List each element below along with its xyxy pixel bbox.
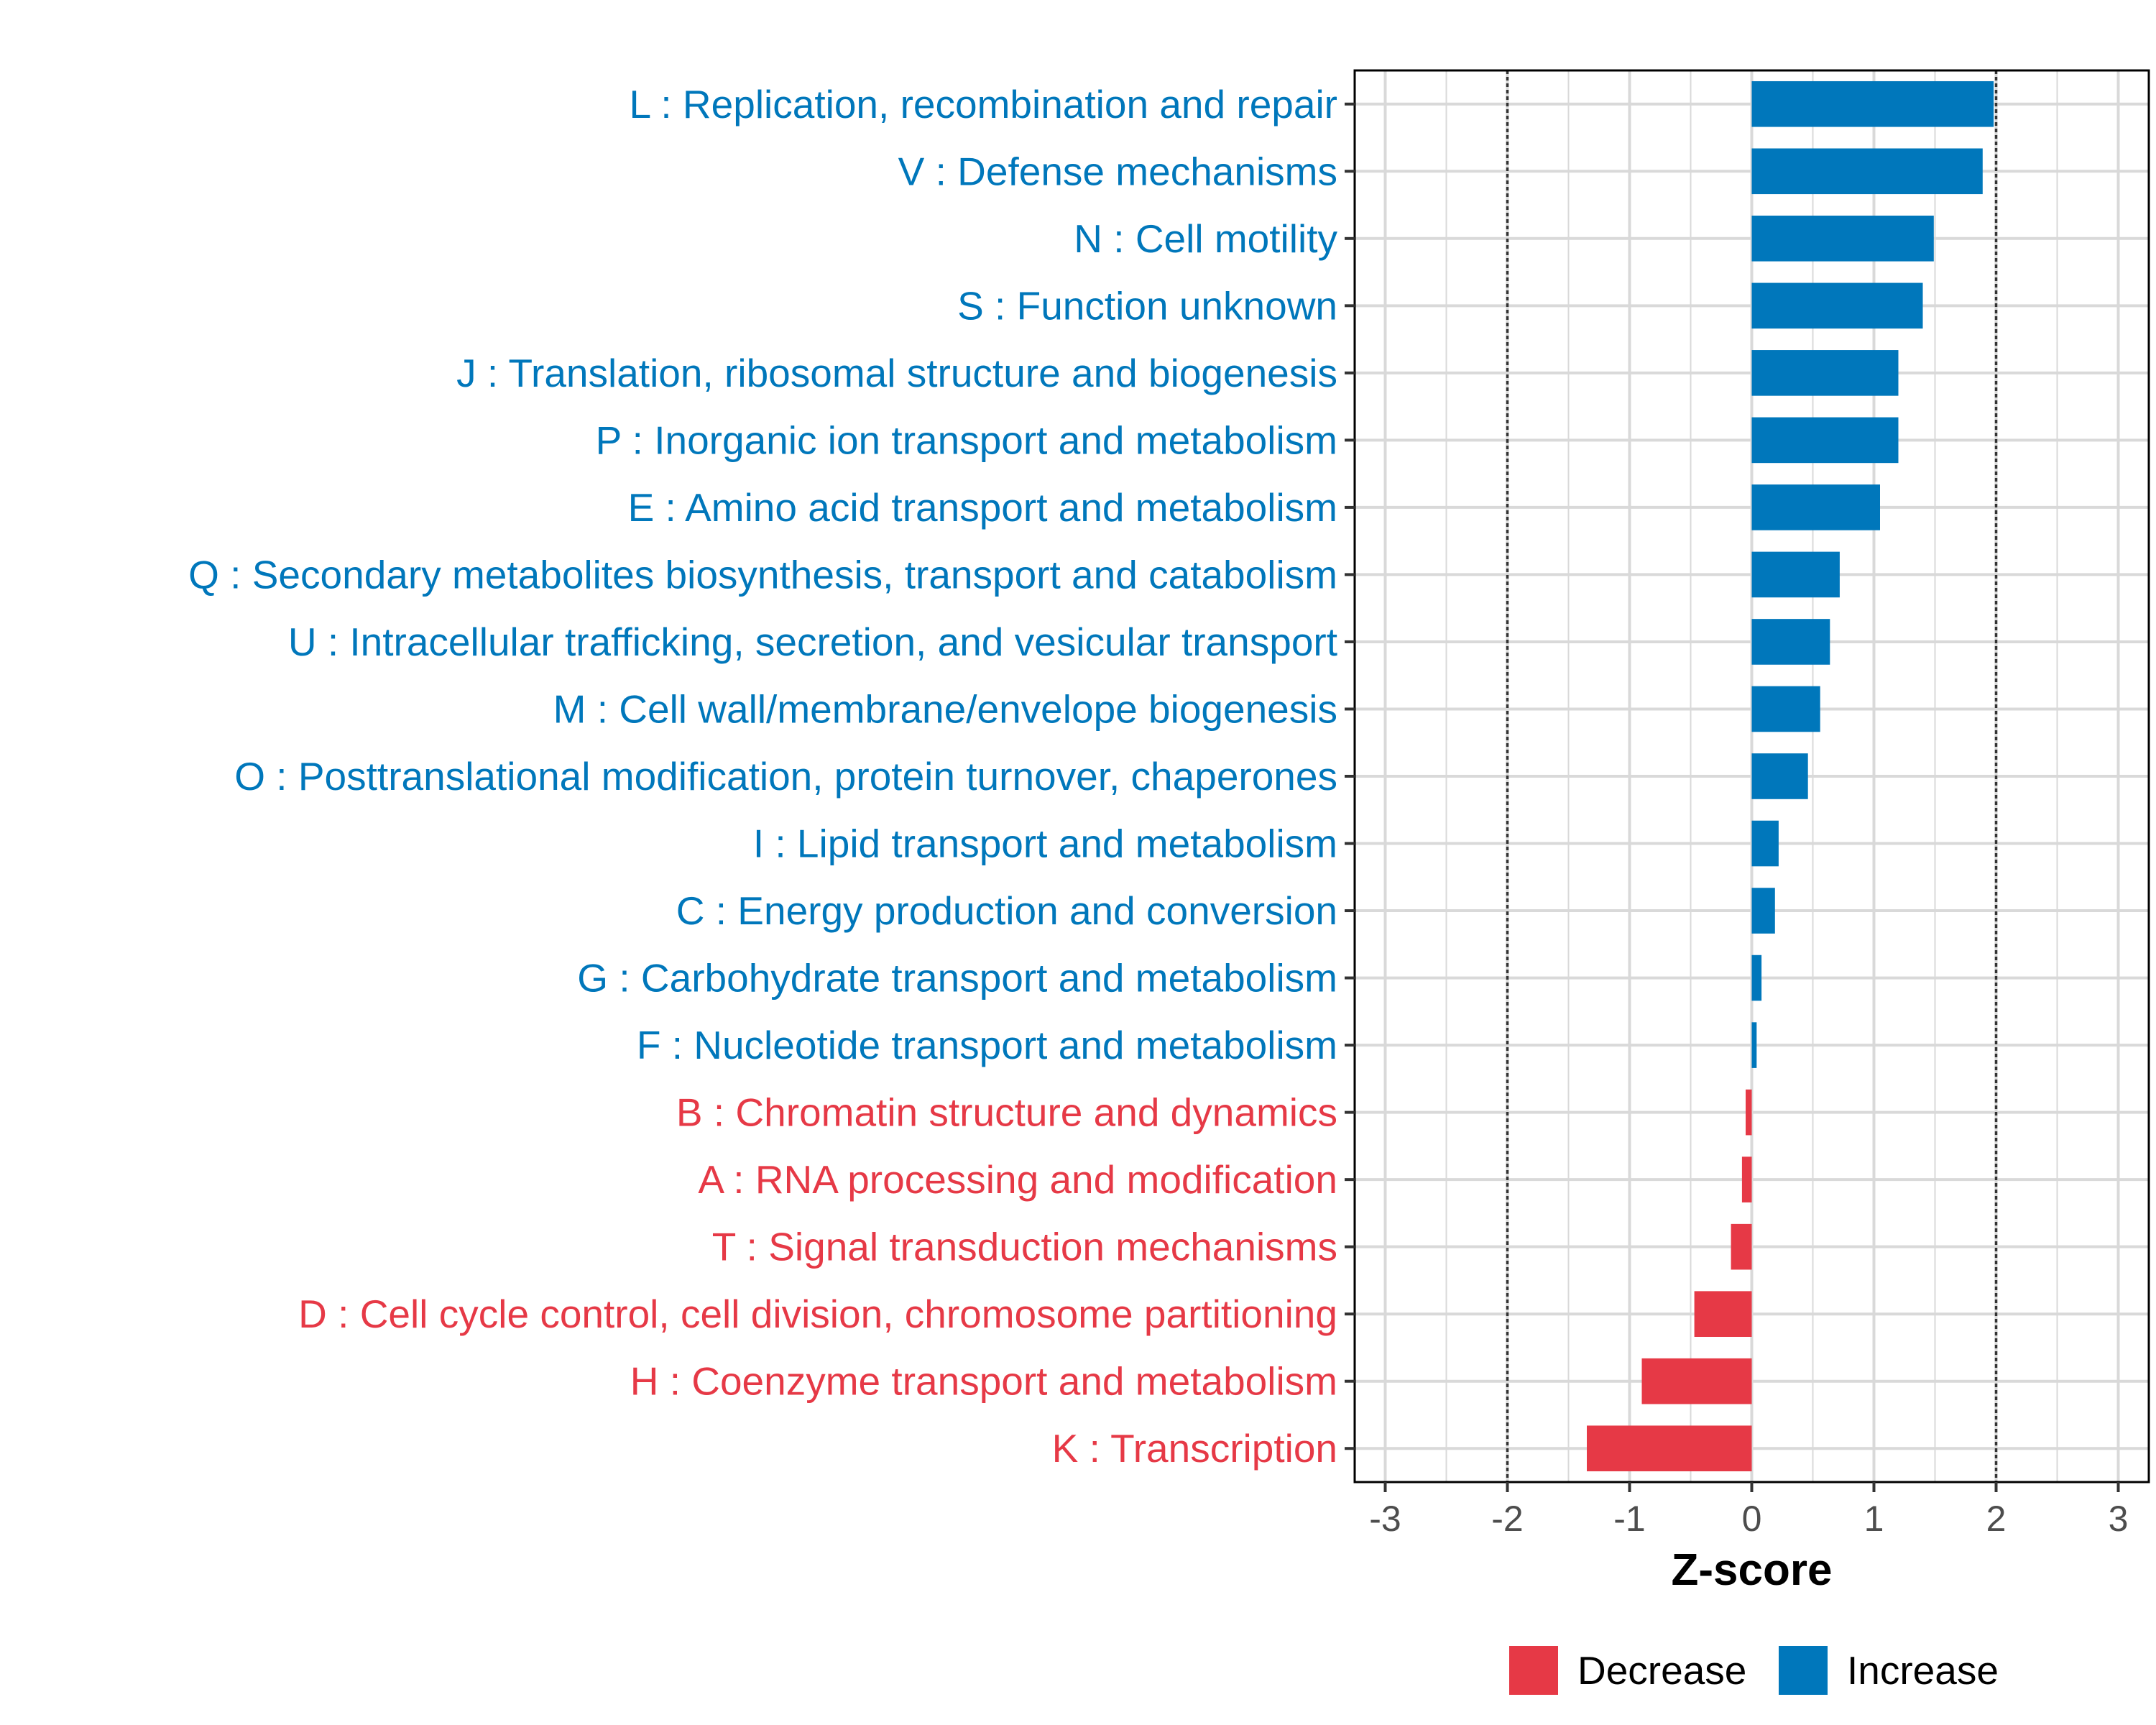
x-axis-ticks	[1383, 1482, 2120, 1492]
bar	[1641, 1358, 1752, 1404]
category-label: O : Posttranslational modification, prot…	[234, 754, 1337, 799]
legend-swatch-increase	[1779, 1646, 1828, 1695]
category-label: M : Cell wall/membrane/envelope biogenes…	[553, 686, 1337, 731]
category-label: P : Inorganic ion transport and metaboli…	[596, 418, 1337, 462]
category-label: B : Chromatin structure and dynamics	[676, 1090, 1337, 1135]
category-label: V : Defense mechanisms	[898, 149, 1337, 193]
bar	[1751, 686, 1820, 732]
bar	[1751, 954, 1762, 1001]
x-axis-title: Z-score	[1672, 1545, 1833, 1595]
bars	[1587, 80, 1994, 1472]
bar	[1587, 1425, 1752, 1472]
bar	[1751, 80, 1994, 127]
category-label: I : Lipid transport and metabolism	[753, 822, 1337, 866]
category-label: F : Nucleotide transport and metabolism	[637, 1023, 1337, 1067]
category-label: E : Amino acid transport and metabolism	[628, 485, 1337, 530]
bar	[1751, 753, 1808, 799]
category-label: L : Replication, recombination and repai…	[630, 82, 1337, 126]
category-label: A : RNA processing and modification	[698, 1157, 1337, 1202]
category-label: J : Translation, ribosomal structure and…	[456, 351, 1337, 395]
legend: Decrease Increase	[1509, 1646, 1999, 1695]
x-tick-label: -2	[1491, 1499, 1523, 1539]
category-label: G : Carbohydrate transport and metabolis…	[577, 956, 1337, 1000]
bar	[1751, 551, 1840, 598]
legend-label-increase: Increase	[1847, 1648, 1999, 1693]
category-label: K : Transcription	[1052, 1426, 1337, 1471]
category-label: S : Function unknown	[957, 283, 1337, 328]
x-tick-label: 2	[1986, 1499, 2007, 1539]
threshold-lines	[1506, 70, 1998, 1482]
bar	[1751, 148, 1983, 195]
category-label: H : Coenzyme transport and metabolism	[630, 1359, 1337, 1404]
bar	[1751, 282, 1923, 329]
bar	[1751, 484, 1880, 530]
bar	[1751, 417, 1899, 464]
y-axis-ticks	[1345, 102, 1355, 1450]
bar	[1751, 888, 1775, 934]
bar	[1751, 820, 1779, 867]
category-label: D : Cell cycle control, cell division, c…	[298, 1292, 1337, 1336]
x-tick-label: -1	[1613, 1499, 1645, 1539]
category-label: Q : Secondary metabolites biosynthesis, …	[188, 552, 1337, 597]
legend-swatch-decrease	[1509, 1646, 1558, 1695]
category-label: U : Intracellular trafficking, secretion…	[288, 620, 1337, 664]
x-tick-label: 3	[2109, 1499, 2129, 1539]
bar	[1694, 1291, 1752, 1337]
bar	[1746, 1089, 1752, 1136]
bar	[1751, 1022, 1757, 1068]
category-label: T : Signal transduction mechanisms	[712, 1225, 1337, 1269]
bar	[1731, 1223, 1752, 1270]
category-label: N : Cell motility	[1074, 216, 1337, 261]
bar	[1751, 619, 1830, 665]
bar	[1741, 1156, 1752, 1202]
x-axis-labels: -3 -2 -1 0 1 2 3	[1369, 1499, 2128, 1539]
bar	[1751, 350, 1899, 396]
x-tick-label: 0	[1742, 1499, 1762, 1539]
bar	[1751, 216, 1934, 262]
legend-label-decrease: Decrease	[1577, 1648, 1746, 1693]
category-label: C : Energy production and conversion	[676, 888, 1337, 933]
x-tick-label: 1	[1864, 1499, 1884, 1539]
y-axis-labels: L : Replication, recombination and repai…	[188, 82, 1337, 1471]
x-tick-label: -3	[1369, 1499, 1401, 1539]
